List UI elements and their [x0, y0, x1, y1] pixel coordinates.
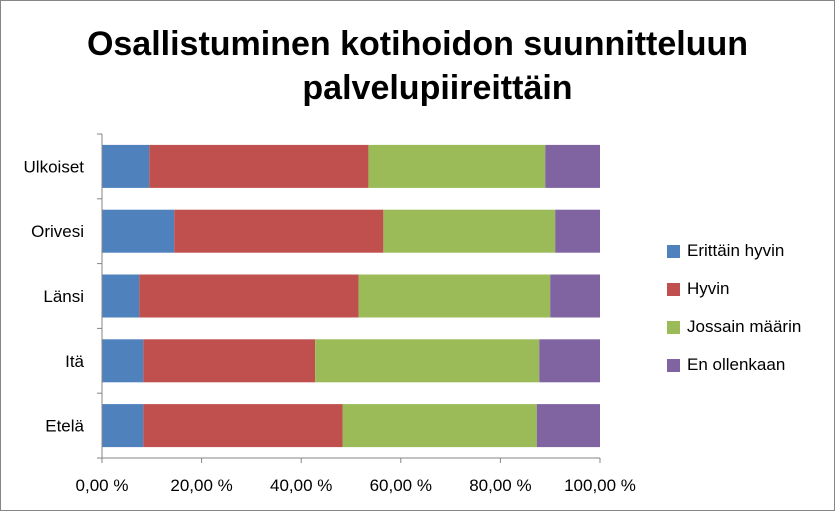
legend-label: Hyvin — [687, 279, 730, 298]
bar-itä-0 — [102, 339, 144, 383]
chart-title-line-1: Osallistuminen kotihoidon suunnitteluun — [86, 25, 749, 63]
legend-label: En ollenkaan — [687, 355, 786, 374]
bar-etelä-2 — [342, 404, 537, 448]
legend-swatch — [667, 320, 680, 334]
bar-etelä-0 — [102, 404, 144, 448]
bar-länsi-3 — [550, 274, 600, 318]
legend-swatch — [667, 244, 680, 258]
bar-orivesi-1 — [174, 209, 384, 253]
bar-itä-3 — [539, 339, 600, 383]
legend-label: Jossain määrin — [687, 317, 802, 336]
category-label: Orivesi — [31, 222, 84, 241]
x-tick-label: 0,00 % — [76, 476, 129, 495]
bar-etelä-1 — [143, 404, 343, 448]
bar-orivesi-0 — [102, 209, 175, 253]
x-tick-label: 20,00 % — [170, 476, 232, 495]
legend-item: Erittäin hyvin — [667, 240, 801, 262]
legend-item: Hyvin — [667, 278, 801, 300]
x-tick-label: 100,00 % — [564, 476, 636, 495]
bar-etelä-3 — [536, 404, 600, 448]
chart-title: Osallistuminen kotihoidon suunnitteluun … — [0, 22, 835, 110]
bar-itä-1 — [143, 339, 316, 383]
x-tick-label: 40,00 % — [270, 476, 332, 495]
bar-ulkoiset-1 — [149, 144, 369, 188]
legend: Erittäin hyvin Hyvin Jossain määrin En olle… — [667, 240, 801, 392]
bar-ulkoiset-0 — [102, 144, 150, 188]
category-label: Etelä — [45, 417, 84, 436]
bar-orivesi-2 — [383, 209, 556, 253]
category-label: Ulkoiset — [24, 157, 85, 176]
bar-länsi-0 — [102, 274, 140, 318]
legend-item: En ollenkaan — [667, 354, 801, 376]
legend-swatch — [667, 358, 680, 372]
bar-ulkoiset-3 — [545, 144, 600, 188]
legend-swatch — [667, 282, 680, 296]
x-tick-label: 60,00 % — [370, 476, 432, 495]
legend-item: Jossain määrin — [667, 316, 801, 338]
chart-title-line-2: palvelupiireittäin — [302, 69, 573, 107]
bar-länsi-2 — [358, 274, 551, 318]
legend-label: Erittäin hyvin — [687, 241, 785, 260]
bar-länsi-1 — [139, 274, 359, 318]
bar-ulkoiset-2 — [368, 144, 546, 188]
bar-orivesi-3 — [555, 209, 600, 253]
x-tick-label: 80,00 % — [469, 476, 531, 495]
category-label: Itä — [65, 352, 84, 371]
category-label: Länsi — [43, 287, 84, 306]
bar-itä-2 — [315, 339, 540, 383]
